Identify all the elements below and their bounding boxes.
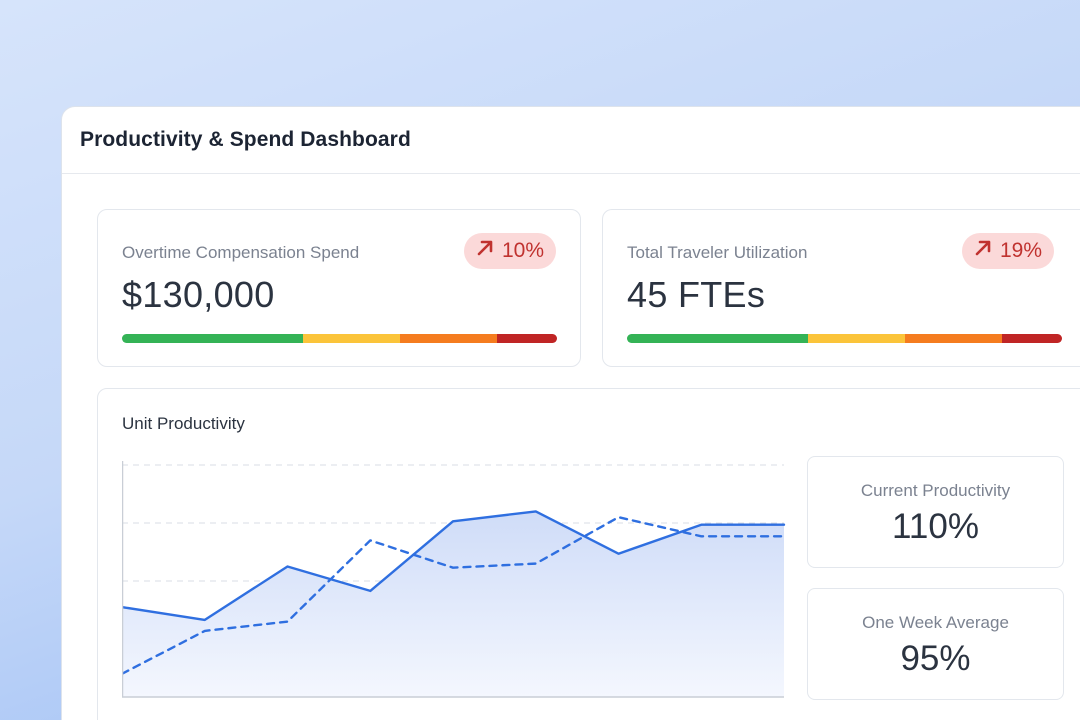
change-value: 10% (501, 239, 544, 262)
status-bar (627, 334, 1062, 343)
stat-label: One Week Average (862, 613, 1009, 632)
chart-title: Unit Productivity (122, 414, 245, 433)
page-title: Productivity & Spend Dashboard (80, 128, 411, 151)
kpi-value: $130,000 (122, 274, 275, 315)
arrow-up-right-icon (476, 239, 494, 263)
change-value: 19% (1000, 239, 1043, 262)
unit-productivity-card: Unit Productivity Current Productivity 1… (97, 388, 1080, 720)
kpi-card-traveler-utilization: Total Traveler Utilization 45 FTEs 19% (602, 209, 1080, 367)
change-badge: 19% (962, 233, 1055, 269)
stat-value: 95% (900, 639, 971, 678)
status-bar-red (1001, 334, 1062, 343)
series-area-0 (122, 511, 784, 697)
status-bar-orange (399, 334, 497, 343)
stat-value: 110% (892, 507, 979, 546)
arrow-up-right-icon (974, 239, 992, 263)
week-average-card: One Week Average 95% (807, 588, 1064, 700)
status-bar-green (627, 334, 808, 343)
status-bar-red (496, 334, 557, 343)
kpi-label: Overtime Compensation Spend (122, 243, 360, 262)
kpi-value: 45 FTEs (627, 274, 766, 315)
status-bar-orange (904, 334, 1002, 343)
status-bar (122, 334, 557, 343)
series-line-dashed (122, 516, 786, 675)
status-bar-yellow (302, 334, 400, 343)
kpi-card-overtime-spend: Overtime Compensation Spend $130,000 10% (97, 209, 581, 367)
current-productivity-card: Current Productivity 110% (807, 456, 1064, 568)
kpi-label: Total Traveler Utilization (627, 243, 808, 262)
status-bar-green (122, 334, 303, 343)
change-badge: 10% (463, 233, 556, 269)
stat-label: Current Productivity (860, 481, 1011, 500)
status-bar-yellow (807, 334, 905, 343)
window-header: Productivity & Spend Dashboard (62, 107, 1080, 174)
dashboard-window: Productivity & Spend Dashboard Overtime … (61, 106, 1080, 720)
series-line-solid (122, 510, 786, 622)
productivity-line-chart (122, 461, 786, 698)
